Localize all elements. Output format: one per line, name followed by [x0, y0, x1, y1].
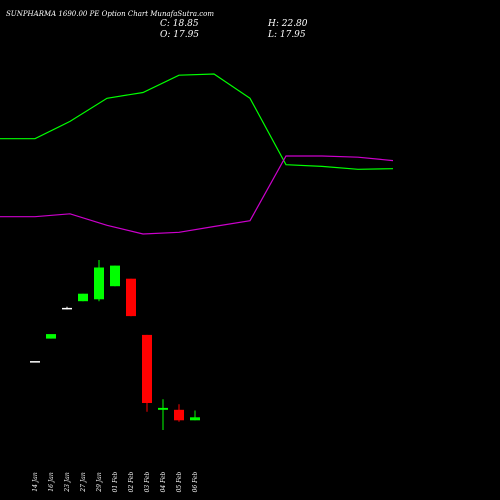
candles [30, 260, 200, 430]
upper-band-line [0, 73, 394, 170]
candle [110, 265, 120, 287]
lower-band-line [0, 155, 394, 235]
x-tick-label: 01 Feb [112, 471, 119, 492]
candle-body [94, 267, 104, 300]
open-value: O: 17.95 [160, 30, 199, 40]
candle-body [46, 334, 56, 339]
x-tick-label: 27 Jan [80, 472, 87, 493]
candle [174, 404, 184, 422]
x-tick-label: 02 Feb [128, 471, 135, 492]
candle-body [62, 307, 72, 310]
x-tick-label: 05 Feb [176, 471, 183, 492]
x-tick-label: 06 Feb [192, 471, 199, 492]
candle [158, 399, 168, 430]
candle-body [158, 407, 168, 410]
candle [142, 334, 152, 412]
candle-body [174, 409, 184, 421]
candle [62, 306, 72, 310]
x-tick-label: 29 Jan [96, 472, 103, 493]
candle [46, 334, 56, 339]
candle [30, 361, 40, 363]
x-tick-label: 04 Feb [160, 471, 167, 492]
x-axis-ticks: 14 Jan 16 Jan 23 Jan 27 Jan 29 Jan 01 Feb 02 F… [32, 471, 199, 492]
low-value: L: 17.95 [267, 30, 306, 40]
candle-body [30, 361, 40, 363]
x-tick-label: 23 Jan [64, 472, 71, 493]
x-tick-label: 14 Jan [32, 472, 39, 492]
close-value: C: 18.85 [160, 19, 199, 29]
candle-body [142, 334, 152, 403]
candle-body [78, 293, 88, 302]
band-lines [0, 73, 394, 235]
candle [126, 278, 136, 317]
high-value: H: 22.80 [267, 19, 308, 29]
candle [190, 410, 200, 421]
x-tick-label: 03 Feb [144, 471, 151, 492]
candle-body [126, 278, 136, 317]
candle [78, 293, 88, 302]
chart-title: SUNPHARMA 1690.00 PE Option Chart Munafa… [6, 10, 214, 18]
x-tick-label: 16 Jan [48, 472, 55, 492]
candle-body [190, 417, 200, 421]
candle [94, 260, 104, 302]
candle-body [110, 265, 120, 287]
